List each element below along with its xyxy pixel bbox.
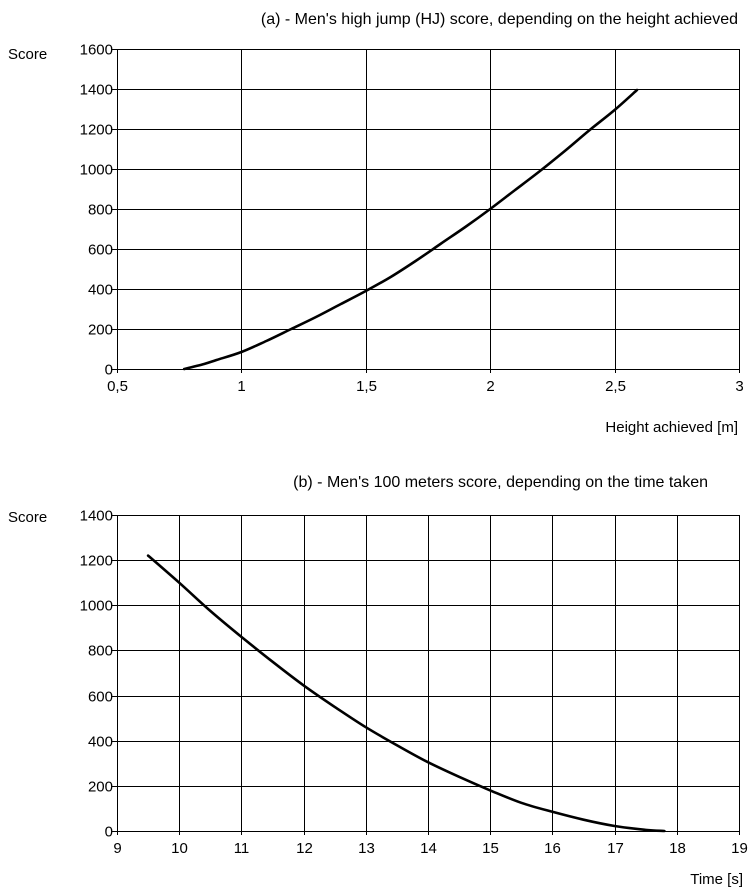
chart-b-ticks: 9 10 11 12 13 14 15 16 17 18 19 0 200 400 600 800 1000 12…	[80, 508, 748, 858]
x-tick-label: 17	[607, 840, 624, 857]
y-tick-label: 1200	[80, 122, 113, 139]
chart-a-xlabel: Height achieved [m]	[605, 419, 738, 436]
x-tick-label: 1,5	[356, 378, 377, 395]
y-tick-label: 600	[88, 242, 113, 259]
chart-b-title: (b) - Men's 100 meters score, depending …	[293, 474, 708, 491]
y-tick-label: 1600	[80, 42, 113, 59]
chart-b-ylabel: Score	[8, 509, 47, 526]
y-tick-label: 200	[88, 779, 113, 796]
y-tick-label: 1000	[80, 162, 113, 179]
x-tick-label: 15	[482, 840, 499, 857]
x-tick-label: 18	[669, 840, 686, 857]
chart-b-gridlines	[112, 515, 740, 835]
y-tick-label: 1200	[80, 553, 113, 570]
x-tick-label: 14	[420, 840, 437, 857]
x-tick-label: 1	[237, 378, 245, 395]
x-tick-label: 10	[171, 840, 188, 857]
y-tick-label: 200	[88, 322, 113, 339]
x-tick-label: 0,5	[107, 378, 128, 395]
chart-a-gridlines	[112, 49, 740, 373]
x-tick-label: 2	[486, 378, 494, 395]
chart-high-jump: (a) - Men's high jump (HJ) score, depend…	[8, 11, 744, 436]
x-tick-label: 13	[358, 840, 375, 857]
chart-a-ylabel: Score	[8, 46, 47, 63]
x-tick-label: 11	[234, 840, 250, 857]
y-tick-label: 1400	[80, 508, 113, 525]
x-tick-label: 9	[113, 840, 121, 857]
chart-a-ticks: 0,5 1 1,5 2 2,5 3 0 200 400 600 800 1000 1200 1400 160…	[80, 42, 744, 396]
x-tick-label: 2,5	[605, 378, 626, 395]
chart-b-series-line	[146, 554, 666, 833]
y-tick-label: 0	[105, 824, 113, 841]
y-tick-label: 1400	[80, 82, 113, 99]
y-tick-label: 0	[105, 362, 113, 379]
x-tick-label: 16	[544, 840, 561, 857]
y-tick-label: 600	[88, 689, 113, 706]
y-tick-label: 400	[88, 734, 113, 751]
y-tick-label: 800	[88, 202, 113, 219]
y-tick-label: 400	[88, 282, 113, 299]
chart-a-series-line	[182, 88, 639, 371]
y-tick-label: 800	[88, 643, 113, 660]
x-tick-label: 3	[735, 378, 743, 395]
y-tick-label: 1000	[80, 598, 113, 615]
chart-100m: (b) - Men's 100 meters score, depending …	[8, 474, 748, 888]
x-tick-label: 12	[296, 840, 313, 857]
chart-b-xlabel: Time [s]	[690, 871, 743, 888]
x-tick-label: 19	[731, 840, 748, 857]
chart-a-title: (a) - Men's high jump (HJ) score, depend…	[261, 11, 738, 28]
